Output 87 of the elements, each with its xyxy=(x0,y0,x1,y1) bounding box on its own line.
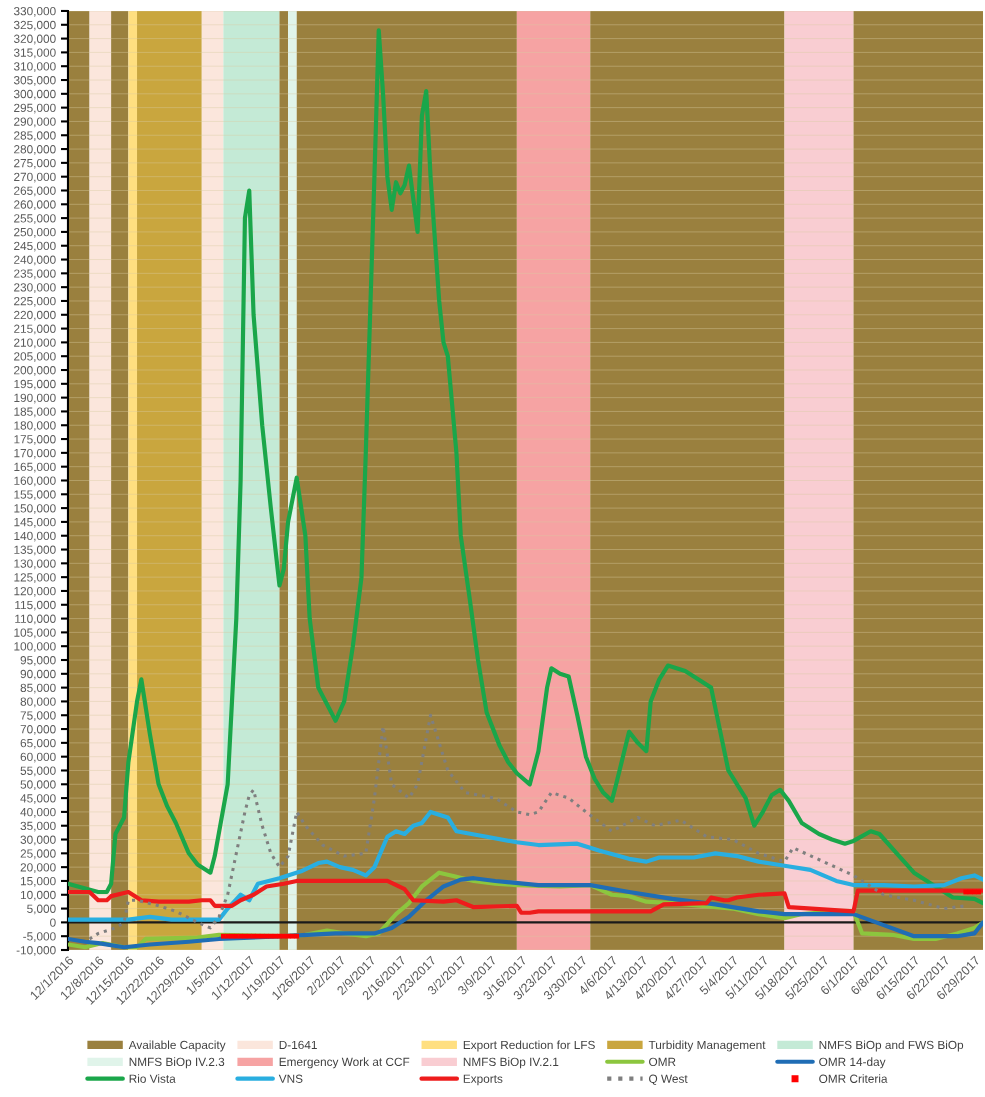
legend-label: NMFS BiOp IV.2.1 xyxy=(463,1057,559,1069)
y-tick-label: 185,000 xyxy=(14,407,56,418)
y-tick-label: 320,000 xyxy=(13,34,56,45)
y-tick-label: 300,000 xyxy=(13,89,56,100)
y-tick-label: 45,000 xyxy=(20,794,56,804)
y-tick-label: 220,000 xyxy=(14,310,56,321)
y-tick-label: 245,000 xyxy=(14,241,56,252)
y-tick-label: 205,000 xyxy=(14,352,56,362)
y-tick-label: 235,000 xyxy=(14,269,56,280)
y-tick-label: 210,000 xyxy=(14,338,56,349)
y-tick-label: 195,000 xyxy=(14,379,56,390)
legend-label: NMFS BiOp and FWS BiOp xyxy=(819,1040,964,1052)
legend-label: Emergency Work at CCF xyxy=(279,1057,410,1069)
y-tick-label: 125,000 xyxy=(14,573,56,583)
y-tick-label: 215,000 xyxy=(14,324,56,335)
line-series xyxy=(67,878,984,915)
y-tick-label: 10,000 xyxy=(20,890,56,901)
legend-label: Exports xyxy=(463,1074,503,1086)
y-tick-label: 110,000 xyxy=(15,614,56,625)
y-tick-label: 85,000 xyxy=(20,683,56,694)
y-tick-label: 70,000 xyxy=(20,725,56,735)
y-tick-label: 140,000 xyxy=(14,531,56,542)
y-tick-label: 115,000 xyxy=(15,600,56,611)
legend-label: OMR xyxy=(649,1057,676,1067)
legend-label: Export Reduction for LFS xyxy=(463,1040,595,1052)
y-tick-label: 175,000 xyxy=(14,435,56,445)
y-tick-label: 30,000 xyxy=(20,835,56,846)
legend-label: Available Capacity xyxy=(128,1040,226,1052)
y-tick-label: 225,000 xyxy=(14,297,56,307)
y-tick-label: 180,000 xyxy=(14,421,56,432)
y-tick-label: 50,000 xyxy=(20,780,56,791)
y-tick-label: 155,000 xyxy=(14,490,56,501)
y-tick-label: 330,000 xyxy=(13,7,56,17)
y-tick-label: 315,000 xyxy=(13,48,56,59)
y-tick-label: 55,000 xyxy=(20,766,56,777)
y-tick-label: 40,000 xyxy=(20,807,56,818)
y-tick-label: 130,000 xyxy=(14,559,56,570)
y-tick-label: 230,000 xyxy=(14,283,56,293)
y-tick-label: 145,000 xyxy=(14,517,56,528)
y-tick-label: 325,000 xyxy=(13,20,56,31)
y-tick-label: 60,000 xyxy=(20,752,56,763)
y-tick-label: 285,000 xyxy=(14,131,56,142)
legend-label: VNS xyxy=(278,1074,303,1083)
y-tick-label: 100,000 xyxy=(14,642,56,652)
y-tick-label: 275,000 xyxy=(14,158,56,169)
legend-label: Rio Vista xyxy=(129,1074,176,1083)
legend-label: Turbidity Management xyxy=(648,1040,766,1052)
y-tick-label: 160,000 xyxy=(14,476,56,487)
y-tick-label: 165,000 xyxy=(14,462,56,473)
y-tick-label: 65,000 xyxy=(20,738,56,749)
y-tick-label: 170,000 xyxy=(14,448,56,459)
y-tick-label: 200,000 xyxy=(14,366,56,376)
y-tick-label: 105,000 xyxy=(14,628,56,639)
y-tick-label: -5,000 xyxy=(23,932,56,942)
line-series xyxy=(67,28,984,906)
y-tick-label: 5,000 xyxy=(27,904,56,915)
y-tick-label: 35,000 xyxy=(20,821,56,832)
y-tick-label: 15,000 xyxy=(20,876,56,887)
y-tick-label: -10,000 xyxy=(16,946,56,956)
y-tick-label: 95,000 xyxy=(20,656,56,666)
y-tick-label: 190,000 xyxy=(14,393,56,404)
y-tick-label: 150,000 xyxy=(14,504,56,514)
y-tick-label: 290,000 xyxy=(14,117,56,128)
y-tick-label: 280,000 xyxy=(14,145,56,155)
legend-label: D-1641 xyxy=(279,1040,317,1050)
legend-label: Q West xyxy=(649,1074,688,1086)
y-tick-label: 75,000 xyxy=(20,711,56,722)
y-tick-label: 265,000 xyxy=(14,186,56,197)
y-tick-label: 270,000 xyxy=(14,172,56,183)
y-tick-label: 305,000 xyxy=(13,76,56,86)
y-tick-label: 25,000 xyxy=(20,849,56,860)
y-tick-label: 255,000 xyxy=(14,214,56,224)
y-tick-label: 250,000 xyxy=(14,227,56,238)
line-series xyxy=(67,809,984,922)
y-tick-label: 90,000 xyxy=(20,669,56,680)
legend-label: OMR 14-day xyxy=(819,1057,886,1069)
y-tick-label: 0 xyxy=(50,918,56,927)
y-tick-label: 310,000 xyxy=(13,62,56,72)
y-tick-label: 20,000 xyxy=(20,863,56,873)
y-tick-label: 295,000 xyxy=(14,103,56,114)
y-tick-label: 135,000 xyxy=(14,545,56,556)
y-tick-label: 80,000 xyxy=(20,697,56,708)
y-tick-label: 260,000 xyxy=(14,200,56,211)
legend-label: NMFS BiOp IV.2.3 xyxy=(129,1057,225,1069)
legend-label: OMR Criteria xyxy=(819,1074,888,1083)
y-tick-label: 240,000 xyxy=(14,255,56,266)
y-tick-label: 120,000 xyxy=(14,586,56,597)
